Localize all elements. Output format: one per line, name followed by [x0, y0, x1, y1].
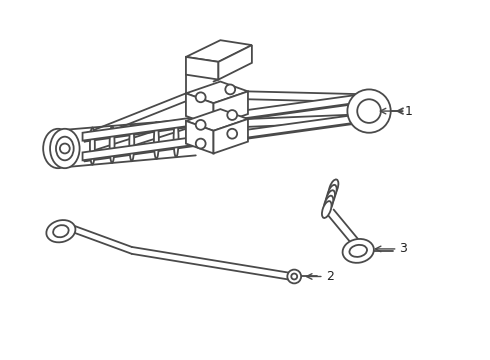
Polygon shape	[219, 45, 252, 80]
Polygon shape	[186, 121, 214, 153]
Ellipse shape	[322, 201, 332, 218]
Text: 2: 2	[326, 270, 334, 283]
Circle shape	[60, 144, 70, 153]
Ellipse shape	[154, 122, 159, 159]
Polygon shape	[186, 57, 219, 80]
Ellipse shape	[50, 129, 79, 168]
Ellipse shape	[173, 121, 178, 157]
Ellipse shape	[327, 185, 337, 202]
Polygon shape	[214, 119, 248, 153]
Ellipse shape	[343, 239, 374, 263]
Circle shape	[287, 270, 301, 283]
Polygon shape	[186, 82, 248, 103]
Circle shape	[196, 120, 206, 130]
Circle shape	[227, 110, 237, 120]
Circle shape	[196, 139, 206, 148]
Polygon shape	[186, 40, 252, 62]
Ellipse shape	[325, 190, 335, 207]
Circle shape	[227, 129, 237, 139]
Circle shape	[347, 89, 391, 133]
Text: 3: 3	[399, 242, 408, 255]
Circle shape	[357, 99, 381, 123]
Ellipse shape	[324, 196, 333, 212]
Text: 1: 1	[405, 105, 413, 118]
Polygon shape	[186, 93, 214, 126]
Polygon shape	[214, 91, 248, 126]
Circle shape	[291, 274, 297, 279]
Ellipse shape	[110, 126, 115, 163]
Ellipse shape	[43, 129, 73, 168]
Ellipse shape	[329, 179, 339, 196]
Ellipse shape	[90, 127, 95, 165]
Circle shape	[196, 93, 206, 102]
Polygon shape	[186, 109, 248, 131]
Ellipse shape	[349, 245, 367, 257]
Polygon shape	[82, 113, 368, 160]
Ellipse shape	[129, 124, 134, 161]
Circle shape	[225, 85, 235, 94]
Ellipse shape	[56, 137, 74, 160]
Ellipse shape	[53, 225, 69, 237]
Polygon shape	[82, 93, 368, 141]
Ellipse shape	[47, 220, 75, 242]
